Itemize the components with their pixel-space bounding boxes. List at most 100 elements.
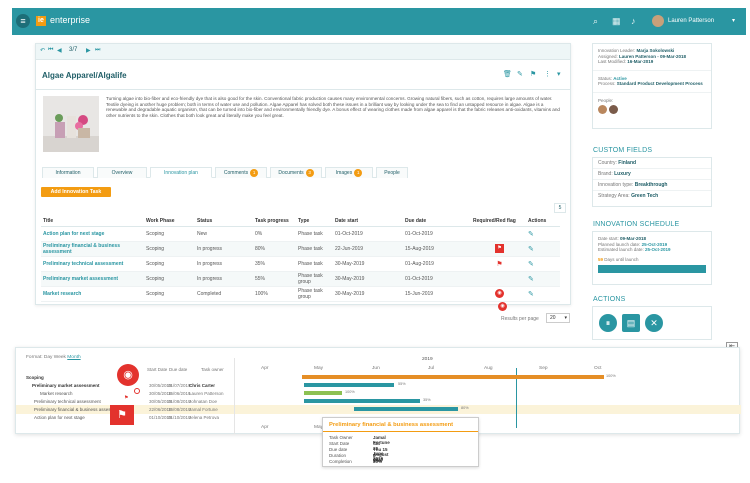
flag-icon[interactable]: ⚑ bbox=[530, 71, 537, 78]
required-target-icon[interactable]: ◉ bbox=[495, 289, 504, 298]
table-row[interactable]: Preliminary financial & business assessm… bbox=[41, 241, 560, 257]
results-per-page-select[interactable]: 20 ▾ bbox=[546, 313, 570, 323]
user-name[interactable]: Lauren Patterson bbox=[668, 18, 715, 24]
trash-icon[interactable]: 🗑 bbox=[503, 71, 512, 78]
cell: New bbox=[195, 226, 253, 242]
documents-count-badge: 3 bbox=[305, 169, 314, 177]
cell: 01-Oct-2019 bbox=[403, 271, 471, 287]
format-week[interactable]: Week bbox=[53, 355, 66, 360]
cell: ✎ bbox=[526, 271, 560, 287]
previous-record-icon[interactable]: ◀ bbox=[57, 48, 62, 54]
required-target-icon[interactable]: ◉ bbox=[498, 302, 507, 311]
gantt-row[interactable]: Scoping bbox=[26, 375, 44, 380]
first-record-icon[interactable]: ⏮ bbox=[48, 47, 54, 53]
edit-pencil-icon[interactable]: ✎ bbox=[528, 260, 534, 268]
edit-pencil-icon[interactable]: ✎ bbox=[528, 290, 534, 298]
gantt-bar-market-assessment[interactable] bbox=[304, 383, 394, 387]
cell: Phase task bbox=[296, 241, 333, 257]
table-row[interactable]: Preliminary market assessment Scoping In… bbox=[41, 271, 560, 287]
gantt-row[interactable]: Market research 30/05/2019 15/06/2019 Laure… bbox=[40, 391, 224, 396]
edit-icon[interactable]: ✎ bbox=[517, 71, 523, 78]
gantt-col-start: Start Date bbox=[147, 367, 168, 372]
task-title-link[interactable]: Preliminary financial & business assessm… bbox=[41, 241, 144, 257]
col-task-progress[interactable]: Task progress bbox=[253, 217, 296, 227]
format-day[interactable]: Day bbox=[43, 355, 53, 360]
calculator-button[interactable]: ▤ bbox=[622, 314, 640, 332]
task-count: 5 bbox=[554, 203, 566, 213]
chevron-down-icon[interactable]: ▾ bbox=[732, 18, 736, 24]
tab-people[interactable]: People bbox=[376, 167, 408, 178]
process: Process: Standard Product Development Pr… bbox=[598, 81, 703, 86]
cell: Scoping bbox=[144, 256, 195, 272]
pause-button[interactable]: ⏸ bbox=[599, 314, 617, 332]
apps-grid-icon[interactable]: ▦ bbox=[612, 16, 621, 26]
red-flag-icon[interactable]: ⚑ bbox=[495, 244, 504, 253]
cancel-button[interactable]: ✕ bbox=[645, 314, 663, 332]
cell: ⚑ bbox=[471, 241, 526, 257]
task-title-link[interactable]: Preliminary market assessment bbox=[41, 271, 144, 287]
record-navigation: ↶ ⏮ ◀ 3/7 ▶ ⏭ bbox=[36, 44, 570, 60]
task-title-link[interactable]: Action plan for next stage bbox=[41, 226, 144, 242]
edit-pencil-icon[interactable]: ✎ bbox=[528, 275, 534, 283]
red-flag-icon[interactable]: ⚑ bbox=[496, 260, 503, 268]
table-row[interactable]: Preliminary technical assessment Scoping… bbox=[41, 256, 560, 272]
tab-information[interactable]: Information bbox=[42, 167, 94, 178]
gantt-row[interactable]: Action plan for next stage 01/10/2019 01/1… bbox=[34, 415, 220, 420]
bell-icon[interactable]: ♪ bbox=[631, 16, 636, 26]
more-icon[interactable]: ⋮ bbox=[544, 71, 551, 78]
col-due-date[interactable]: Due date bbox=[403, 217, 471, 227]
gantt-bar-financial-assessment[interactable] bbox=[354, 407, 458, 411]
chevron-down-icon[interactable]: ▾ bbox=[557, 71, 561, 78]
red-flag-icon[interactable]: ⚑ bbox=[124, 395, 129, 401]
hamburger-menu-icon[interactable]: ≡ bbox=[16, 14, 30, 28]
col-date-start[interactable]: Date start bbox=[333, 217, 403, 227]
col-title[interactable]: Title bbox=[41, 217, 144, 227]
cell: 30-May-2019 bbox=[333, 271, 403, 287]
gantt-row[interactable]: Preliminary market assessment 30/05/2019 0… bbox=[32, 383, 216, 388]
search-icon[interactable]: ⌕ bbox=[593, 16, 599, 26]
tab-overview[interactable]: Overview bbox=[97, 167, 147, 178]
format-month[interactable]: Month bbox=[67, 355, 81, 360]
add-innovation-task-button[interactable]: Add Innovation Task bbox=[41, 187, 111, 197]
edit-pencil-icon[interactable]: ✎ bbox=[528, 245, 534, 253]
schedule-panel: Date start: 09-Mar-2018 Planned launch d… bbox=[592, 231, 712, 285]
required-target-icon[interactable] bbox=[134, 388, 140, 394]
table-row[interactable]: Action plan for next stage Scoping New 0… bbox=[41, 226, 560, 242]
task-title-link[interactable]: Preliminary technical assessment bbox=[41, 256, 144, 272]
schedule-planned: Planned launch date: 25-Oct-2019 bbox=[598, 241, 668, 247]
app-name: enterprise bbox=[50, 15, 91, 25]
custom-field-row: Strategy Area: Green Tech bbox=[598, 193, 659, 199]
custom-fields-heading: CUSTOM FIELDS bbox=[593, 147, 653, 154]
back-icon[interactable]: ↶ bbox=[40, 48, 46, 54]
main-card: ↶ ⏮ ◀ 3/7 ▶ ⏭ Algae Apparel/Algalife 🗑 ✎… bbox=[35, 43, 571, 323]
custom-field-row: Innovation type: Breakthrough bbox=[593, 180, 711, 191]
table-row[interactable]: Market research Scoping Completed 100% P… bbox=[41, 286, 560, 302]
avatar[interactable] bbox=[608, 105, 618, 114]
edit-pencil-icon[interactable]: ✎ bbox=[528, 230, 534, 238]
gantt-bar-market-research[interactable] bbox=[304, 391, 342, 395]
last-record-icon[interactable]: ⏭ bbox=[95, 47, 101, 53]
col-actions: Actions bbox=[526, 217, 560, 227]
gantt-row[interactable]: Preliminary technical assessment 30/05/20… bbox=[34, 399, 218, 404]
task-title-link[interactable]: Market research bbox=[41, 286, 144, 302]
cell: 35% bbox=[253, 256, 296, 272]
cell: 100% bbox=[253, 286, 296, 302]
tab-documents[interactable]: Documents 3 bbox=[270, 167, 322, 178]
cell: Scoping bbox=[144, 241, 195, 257]
col-type[interactable]: Type bbox=[296, 217, 333, 227]
gantt-bar-scoping[interactable] bbox=[302, 375, 604, 379]
gantt-bar-technical-assessment[interactable] bbox=[304, 399, 420, 403]
next-record-icon[interactable]: ▶ bbox=[86, 48, 91, 54]
required-target-icon: ◉ bbox=[117, 364, 139, 386]
avatar[interactable] bbox=[652, 15, 664, 27]
tab-images[interactable]: Images 1 bbox=[325, 167, 373, 178]
col-work-phase[interactable]: Work Phase bbox=[144, 217, 195, 227]
col-status[interactable]: Status bbox=[195, 217, 253, 227]
tab-comments[interactable]: Comments 1 bbox=[215, 167, 267, 178]
actions-heading: ACTIONS bbox=[593, 296, 626, 303]
cell: Completed bbox=[195, 286, 253, 302]
tab-innovation-plan[interactable]: Innovation plan bbox=[150, 167, 212, 178]
idea-image[interactable] bbox=[43, 96, 99, 152]
avatar[interactable] bbox=[598, 105, 607, 114]
gantt-bar-label: 80% bbox=[461, 406, 469, 410]
